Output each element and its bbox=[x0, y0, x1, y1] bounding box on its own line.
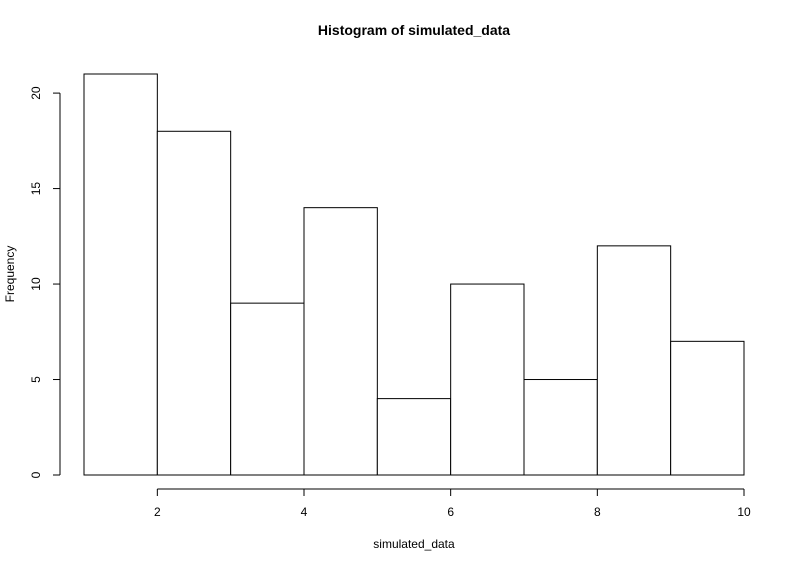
histogram-bar-7 bbox=[523, 379, 598, 476]
histogram-bar-5 bbox=[376, 398, 452, 476]
y-tick-label: 15 bbox=[29, 182, 43, 196]
y-axis-label: Frequency bbox=[3, 246, 17, 303]
histogram-bar-9 bbox=[670, 340, 745, 476]
histogram-bar-2 bbox=[156, 130, 232, 476]
histogram-bar-6 bbox=[450, 283, 525, 476]
histogram-bar-3 bbox=[230, 302, 305, 476]
bars-group bbox=[83, 73, 745, 476]
y-tick-label: 20 bbox=[29, 86, 43, 100]
y-tick-label: 5 bbox=[29, 376, 43, 383]
x-axis: 2 4 6 8 10 bbox=[154, 488, 751, 519]
histogram-bar-4 bbox=[303, 207, 378, 476]
x-tick-label: 10 bbox=[737, 505, 751, 519]
x-tick-label: 8 bbox=[594, 505, 601, 519]
histogram-bar-8 bbox=[596, 245, 672, 476]
y-axis: 0 5 10 15 20 bbox=[29, 86, 61, 478]
x-axis-label: simulated_data bbox=[373, 537, 455, 551]
x-tick-label: 4 bbox=[301, 505, 308, 519]
x-tick-label: 6 bbox=[447, 505, 454, 519]
x-tick-label: 2 bbox=[154, 505, 161, 519]
histogram-bar-1 bbox=[83, 73, 158, 476]
y-tick-label: 0 bbox=[29, 471, 43, 478]
y-tick-label: 10 bbox=[29, 277, 43, 291]
chart-title: Histogram of simulated_data bbox=[318, 22, 510, 38]
